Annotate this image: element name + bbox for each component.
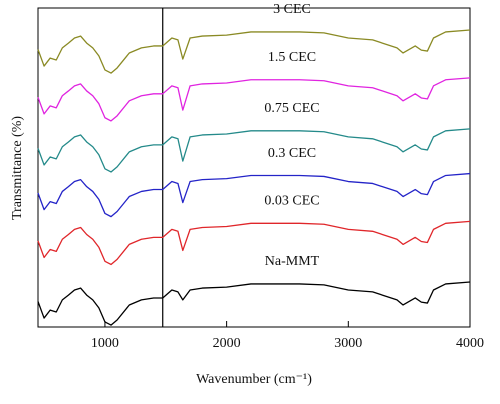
x-tick-label: 4000: [456, 336, 484, 351]
x-tick-label: 3000: [334, 336, 362, 351]
series-line: [37, 29, 471, 74]
x-tick-label: 2000: [213, 336, 241, 351]
series-line: [37, 172, 471, 218]
series-line: [37, 281, 471, 326]
series-line: [37, 128, 471, 173]
series-line: [37, 77, 471, 122]
series-line: [37, 220, 471, 266]
plot-frame: [37, 7, 471, 328]
x-tick-label: 1000: [91, 336, 119, 351]
series-label: 0.3 CEC: [268, 146, 316, 161]
series-label: 0.03 CEC: [264, 194, 319, 209]
series-label: 0.75 CEC: [264, 101, 319, 116]
series-label: 1.5 CEC: [268, 50, 316, 65]
x-axis-label: Wavenumber (cm⁻¹): [196, 372, 312, 387]
series-label: Na-MMT: [265, 254, 320, 269]
y-axis-label: Transmittance (%): [10, 116, 25, 220]
series-label: 3 CEC: [273, 2, 311, 17]
